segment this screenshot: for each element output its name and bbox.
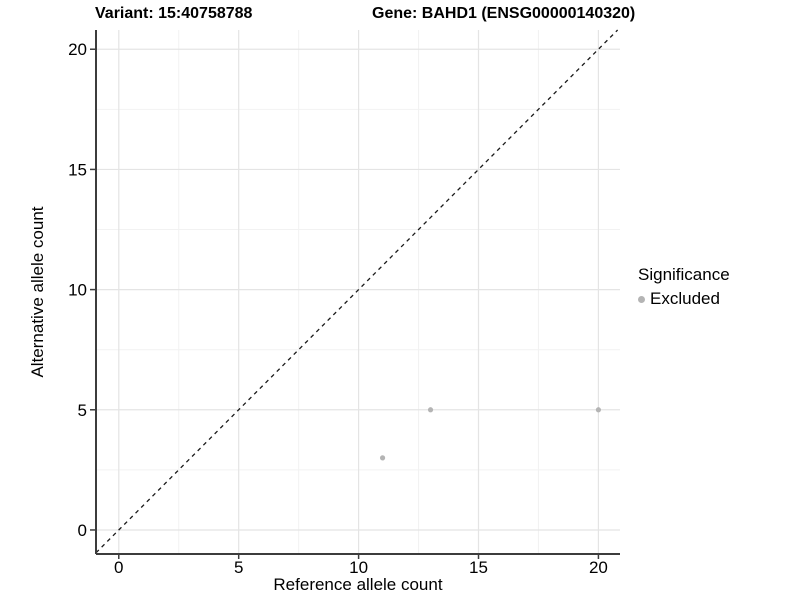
y-axis-title: Alternative allele count	[28, 206, 47, 378]
x-tick-label: 10	[349, 558, 368, 577]
data-point	[595, 407, 602, 413]
legend-item-excluded: Excluded	[638, 289, 730, 309]
y-tick-label: 10	[68, 281, 87, 300]
legend-item-label: Excluded	[650, 289, 720, 308]
y-tick-label: 5	[78, 401, 87, 420]
y-tick-label: 15	[68, 160, 87, 179]
y-tick-label: 0	[78, 521, 87, 540]
data-point	[379, 455, 386, 461]
x-tick-label: 15	[469, 558, 488, 577]
variant-title: Variant: 15:40758788	[95, 5, 253, 22]
x-tick-label: 5	[234, 558, 243, 577]
x-tick-label: 20	[589, 558, 608, 577]
legend: Significance Excluded	[638, 265, 730, 309]
gene-title: Gene: BAHD1 (ENSG00000140320)	[372, 5, 636, 22]
identity-line	[95, 29, 619, 554]
legend-title: Significance	[638, 265, 730, 284]
legend-point-icon	[638, 295, 645, 303]
data-point	[427, 407, 434, 413]
x-axis-title: Reference allele count	[273, 575, 443, 594]
x-tick-label: 0	[114, 558, 123, 577]
y-tick-label: 20	[68, 40, 87, 59]
